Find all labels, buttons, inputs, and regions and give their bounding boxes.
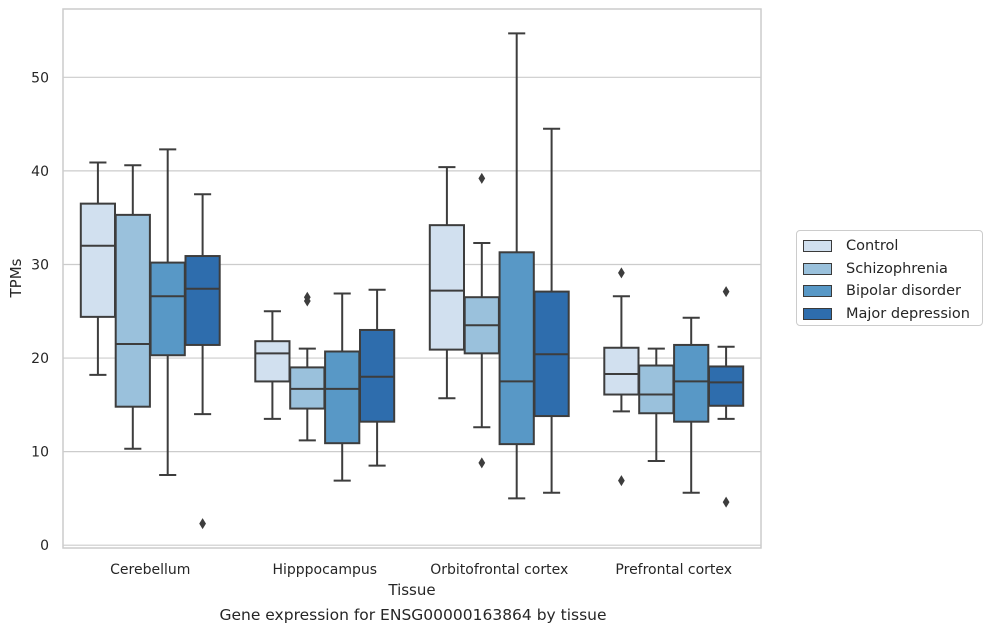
legend-item: Control [803,235,982,258]
chart-caption: Gene expression for ENSG00000163864 by t… [219,606,607,624]
box-iqr [428,224,466,351]
box-iqr [184,255,221,346]
y-axis-ticks: 0 10 20 30 40 50 [31,70,49,554]
box-iqr [707,365,745,407]
box-control [254,310,291,420]
outlier-point [199,518,206,530]
x-axis-ticks: Cerebellum Hipppocampus Orbitofrontal cort… [110,562,732,578]
y-tick-label: 50 [31,70,49,86]
box-iqr [498,251,535,446]
box-schizophrenia [289,291,326,442]
legend-item: Major depression [803,303,982,326]
box-bipolar-disorder [498,32,535,500]
x-axis-label: Tissue [387,581,435,599]
legend-item: Bipolar disorder [803,280,982,303]
box-iqr [324,350,361,445]
box-major-depression [358,288,396,467]
outlier-point [478,457,486,469]
box-iqr [149,261,186,357]
gridlines [63,76,761,546]
legend-label: Major depression [846,305,970,322]
y-tick-label: 0 [40,538,49,554]
outlier-point [722,496,730,508]
legend-swatch [803,285,832,298]
x-tick-label: Orbitofrontal cortex [430,562,568,578]
outlier-point [722,286,730,298]
box-iqr [638,364,675,415]
box-major-depression [184,193,221,530]
box-control [428,166,466,400]
y-tick-label: 10 [31,445,49,461]
y-tick-label: 30 [31,257,49,273]
legend-label: Schizophrenia [846,260,948,277]
y-tick-label: 20 [31,351,49,367]
outlier-point [303,291,311,303]
box-control [79,161,117,376]
box-iqr [79,202,117,318]
outlier-point [618,267,625,279]
box-iqr [603,346,640,396]
box-series [79,32,745,530]
y-tick-label: 40 [31,164,49,180]
box-bipolar-disorder [149,148,186,477]
legend-swatch [803,262,832,275]
outlier-point [618,475,625,487]
outlier-point [478,172,486,184]
legend-item: Schizophrenia [803,258,982,281]
box-schizophrenia [114,164,151,450]
box-iqr [673,343,710,423]
box-iqr [114,213,151,408]
x-tick-label: Prefrontal cortex [615,562,732,578]
box-major-depression [533,127,570,494]
box-major-depression [707,286,745,508]
box-bipolar-disorder [673,316,710,494]
y-axis-label: TPMs [7,258,25,298]
legend-swatch [803,240,832,253]
x-tick-label: Hipppocampus [272,562,377,578]
box-bipolar-disorder [324,292,361,482]
x-tick-label: Cerebellum [110,562,190,578]
legend-label: Control [846,238,899,255]
box-iqr [254,340,291,383]
legend-label: Bipolar disorder [846,283,961,300]
legend: Control Schizophrenia Bipolar disorder Majo… [796,230,983,326]
box-schizophrenia [463,172,500,469]
legend-swatch [803,307,832,320]
